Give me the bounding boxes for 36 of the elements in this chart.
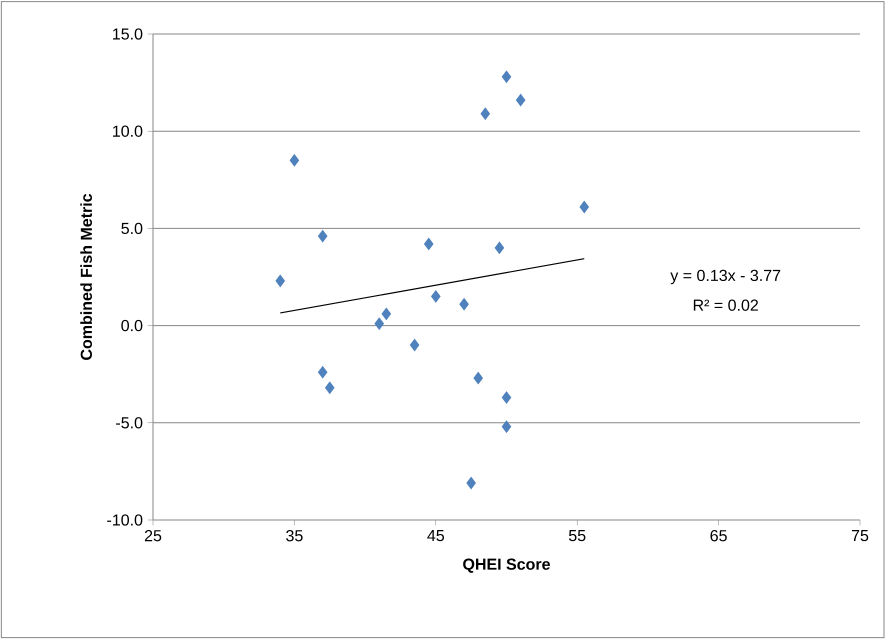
point: [290, 154, 300, 167]
y-tick-label: 5.0: [121, 222, 142, 234]
x-tick-label: 75: [852, 530, 868, 542]
y-axis-title: Combined Fish Metric: [80, 194, 92, 360]
point: [502, 391, 512, 404]
point: [502, 70, 512, 84]
y-tick-label: -5.0: [116, 417, 142, 428]
point: [382, 308, 392, 320]
point: [466, 476, 476, 490]
x-tick-label: 65: [710, 530, 727, 542]
annotation: y = 0.13x - 3.77: [670, 270, 780, 284]
point: [459, 298, 469, 310]
point: [494, 242, 504, 254]
point: [579, 200, 590, 214]
point: [516, 94, 526, 106]
y-tick-label: 0.0: [121, 320, 142, 332]
x-tick-label: 25: [144, 530, 162, 542]
point: [480, 107, 490, 120]
point: [324, 382, 335, 394]
x-tick-label: 55: [568, 530, 586, 542]
x-axis-title: QHEI Score: [463, 558, 550, 573]
y-tick-label: 15.0: [113, 28, 142, 40]
point: [424, 238, 434, 250]
x-tick-label: 35: [286, 530, 303, 542]
point: [374, 317, 384, 330]
point: [318, 366, 328, 379]
point: [318, 230, 328, 242]
x-tick-label: 45: [427, 530, 444, 542]
y-tick-label: -10.0: [107, 514, 142, 526]
point: [275, 274, 286, 288]
y-tick-label: 10.0: [113, 126, 142, 137]
point: [473, 372, 483, 384]
point: [431, 290, 441, 303]
point: [410, 338, 420, 352]
annotation: R² = 0.02: [694, 300, 758, 311]
point: [502, 420, 512, 433]
